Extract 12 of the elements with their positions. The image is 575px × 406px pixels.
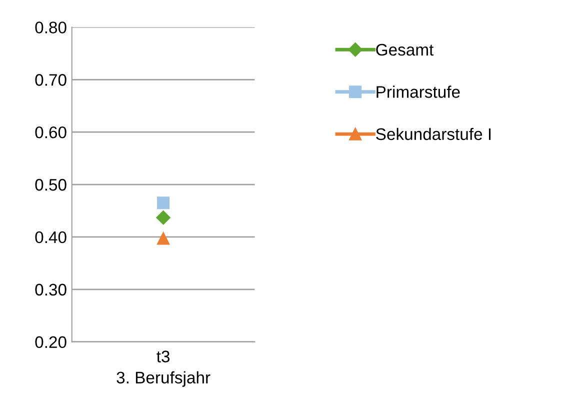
y-tick-label: 0.80 [35,22,66,34]
y-tick-label: 0.20 [35,336,66,348]
x-tick-label: t3 [156,350,170,362]
y-tick-label: 0.70 [35,74,66,86]
legend-label: Sekundarstufe I [376,128,491,140]
y-tick-label: 0.60 [35,126,66,138]
y-tick-label: 0.30 [35,284,66,296]
y-tick-label: 0.50 [35,178,66,191]
legend-label: Primarstufe [376,86,460,98]
y-tick-label: 0.40 [35,231,66,244]
legend-label: Gesamt [376,44,434,56]
x-axis-title: 3. Berufsjahr [116,371,210,387]
